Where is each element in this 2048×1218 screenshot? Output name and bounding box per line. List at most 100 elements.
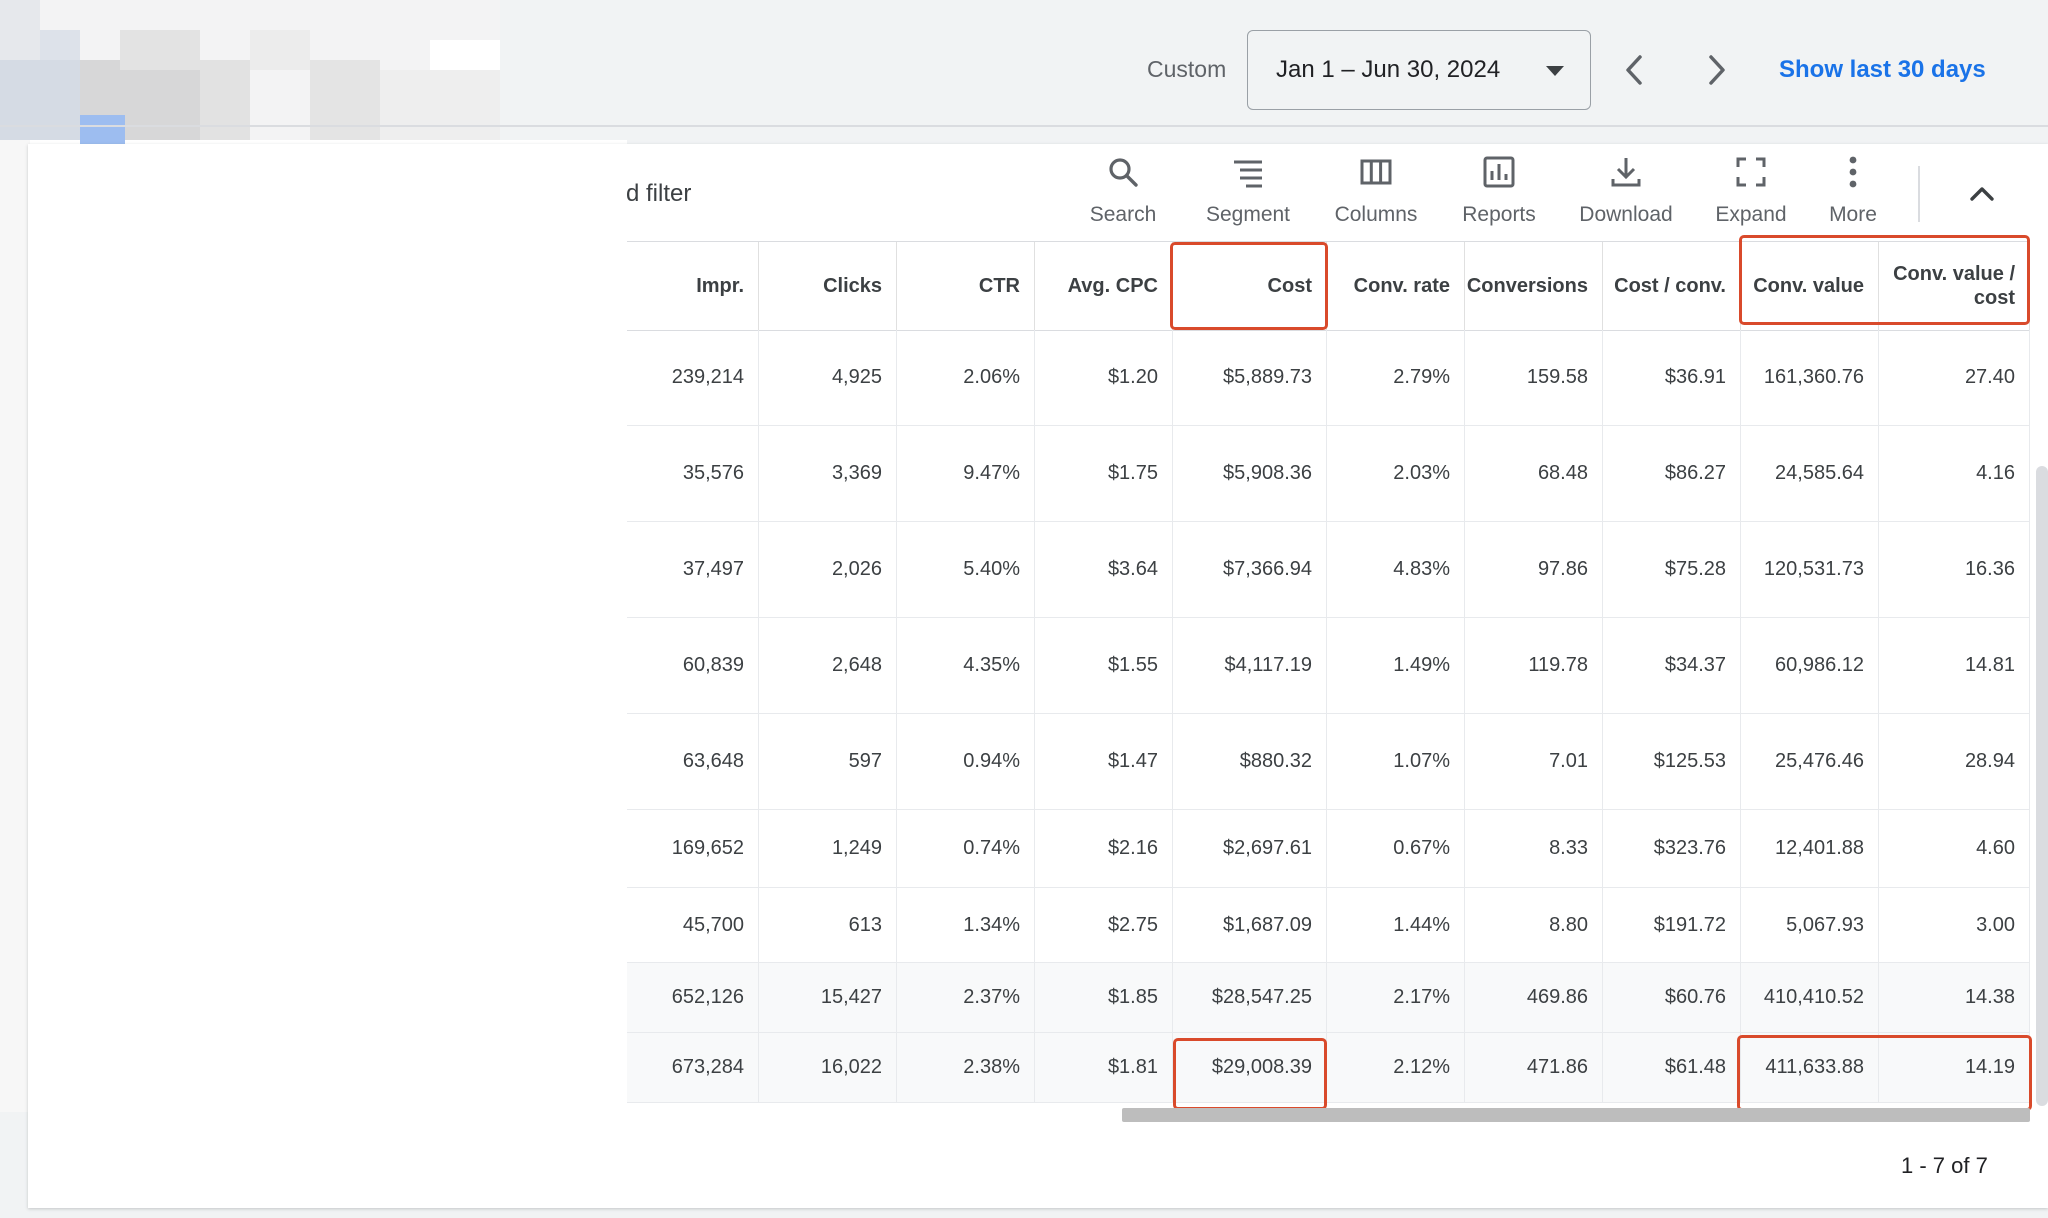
- previous-period-button[interactable]: [1614, 45, 1654, 95]
- search-button[interactable]: Search: [1082, 155, 1164, 235]
- mosaic-block: [120, 30, 200, 70]
- table-cell-avg-cpc: $2.16: [1035, 810, 1173, 887]
- chevron-up-icon: [1970, 187, 1994, 201]
- table-cell-conversions: 119.78: [1465, 618, 1603, 713]
- column-header-conversions[interactable]: Conversions: [1465, 242, 1603, 330]
- fullscreen-icon: [1736, 157, 1766, 187]
- table-cell-impr: 673,284: [627, 1033, 759, 1102]
- table-cell-cost-per-conv: $61.48: [1603, 1033, 1741, 1102]
- mosaic-block: [80, 115, 125, 145]
- table-cell-conversions: 8.33: [1465, 810, 1603, 887]
- table-cell-clicks: 2,648: [759, 618, 897, 713]
- table-cell-impr: 169,652: [627, 810, 759, 887]
- table-row[interactable]: 239,214 4,925 2.06% $1.20 $5,889.73 2.79% 159.…: [627, 330, 2030, 426]
- table-cell-impr: 45,700: [627, 888, 759, 962]
- table-row[interactable]: 60,839 2,648 4.35% $1.55 $4,117.19 1.49% 119.7…: [627, 618, 2030, 714]
- table-cell-conv-rate: 2.17%: [1327, 963, 1465, 1032]
- toolbar-divider: [1918, 166, 1920, 222]
- vertical-scrollbar[interactable]: [2036, 466, 2048, 1106]
- table-cell-avg-cpc: $1.20: [1035, 330, 1173, 425]
- table-cell-ctr: 9.47%: [897, 426, 1035, 521]
- pagination-text: 1 - 7 of 7: [1901, 1153, 1988, 1178]
- table-cell-ctr: 0.74%: [897, 810, 1035, 887]
- download-button[interactable]: Download: [1572, 155, 1680, 235]
- table-cell-conv-rate: 1.07%: [1327, 714, 1465, 809]
- table-cell-cost-per-conv: $191.72: [1603, 888, 1741, 962]
- table-cell-conv-value-per-cost: 16.36: [1879, 522, 2030, 617]
- column-header-cost-per-conv[interactable]: Cost / conv.: [1603, 242, 1741, 330]
- column-header-conv-rate[interactable]: Conv. rate: [1327, 242, 1465, 330]
- table-cell-impr: 35,576: [627, 426, 759, 521]
- download-icon: [1611, 158, 1641, 187]
- table-cell-conv-value: 5,067.93: [1741, 888, 1879, 962]
- table-cell-avg-cpc: $1.55: [1035, 618, 1173, 713]
- column-header-cost[interactable]: Cost: [1173, 242, 1327, 330]
- dropdown-caret-icon: [1546, 66, 1564, 76]
- table-cell-avg-cpc: $2.75: [1035, 888, 1173, 962]
- table-row[interactable]: 45,700 613 1.34% $2.75 $1,687.09 1.44% 8.80 $19…: [627, 888, 2030, 963]
- table-cell-clicks: 597: [759, 714, 897, 809]
- date-range-select[interactable]: Jan 1 – Jun 30, 2024: [1247, 30, 1591, 110]
- horizontal-scrollbar[interactable]: [1122, 1108, 2030, 1122]
- next-period-button[interactable]: [1697, 45, 1737, 95]
- table-cell-ctr: 2.38%: [897, 1033, 1035, 1102]
- columns-label: Columns: [1334, 203, 1418, 226]
- table-cell-conversions: 7.01: [1465, 714, 1603, 809]
- expand-button[interactable]: Expand: [1706, 155, 1796, 235]
- column-header-conv-value-per-cost[interactable]: Conv. value / cost: [1879, 242, 2030, 330]
- table-cell-cost-per-conv: $60.76: [1603, 963, 1741, 1032]
- collapse-button[interactable]: [1962, 176, 2002, 210]
- table-cell-cost-per-conv: $323.76: [1603, 810, 1741, 887]
- table-cell-conv-value: 411,633.88: [1741, 1033, 1879, 1102]
- column-header-avg-cpc[interactable]: Avg. CPC: [1035, 242, 1173, 330]
- table-row[interactable]: 35,576 3,369 9.47% $1.75 $5,908.36 2.03% 68.48…: [627, 426, 2030, 522]
- column-header-clicks[interactable]: Clicks: [759, 242, 897, 330]
- table-cell-cost: $5,889.73: [1173, 330, 1327, 425]
- segment-label: Segment: [1205, 203, 1291, 226]
- table-cell-clicks: 15,427: [759, 963, 897, 1032]
- add-filter-link[interactable]: d filter: [626, 180, 692, 207]
- table-row[interactable]: 169,652 1,249 0.74% $2.16 $2,697.61 0.67% 8.33…: [627, 810, 2030, 888]
- table-cell-conv-rate: 2.79%: [1327, 330, 1465, 425]
- date-range-value: Jan 1 – Jun 30, 2024: [1276, 56, 1501, 83]
- table-cell-conv-value-per-cost: 27.40: [1879, 330, 2030, 425]
- columns-button[interactable]: Columns: [1326, 155, 1426, 235]
- column-header-impr[interactable]: Impr.: [627, 242, 759, 330]
- table-row[interactable]: 63,648 597 0.94% $1.47 $880.32 1.07% 7.01 $125.…: [627, 714, 2030, 810]
- more-label: More: [1829, 203, 1877, 226]
- show-last-30-days-link[interactable]: Show last 30 days: [1779, 56, 1986, 83]
- mosaic-block: [250, 30, 310, 70]
- table-cell-avg-cpc: $1.75: [1035, 426, 1173, 521]
- table-cell-conv-value-per-cost: 14.81: [1879, 618, 2030, 713]
- segment-button[interactable]: Segment: [1196, 155, 1300, 235]
- table-cell-avg-cpc: $3.64: [1035, 522, 1173, 617]
- more-button[interactable]: More: [1812, 155, 1894, 235]
- table-cell-impr: 652,126: [627, 963, 759, 1032]
- total-row: 652,126 15,427 2.37% $1.85 $28,547.25 2.17% 46…: [627, 963, 2030, 1033]
- table-cell-cost: $29,008.39: [1173, 1033, 1327, 1102]
- table-cell-conv-value: 25,476.46: [1741, 714, 1879, 809]
- table-cell-clicks: 3,369: [759, 426, 897, 521]
- table-cell-conv-rate: 2.03%: [1327, 426, 1465, 521]
- table-cell-cost: $1,687.09: [1173, 888, 1327, 962]
- reports-button[interactable]: Reports: [1452, 155, 1546, 235]
- table-cell-conversions: 8.80: [1465, 888, 1603, 962]
- reports-label: Reports: [1462, 203, 1536, 226]
- table-cell-conv-rate: 1.49%: [1327, 618, 1465, 713]
- mosaic-block: [0, 140, 30, 1112]
- column-header-ctr[interactable]: CTR: [897, 242, 1035, 330]
- table-cell-ctr: 5.40%: [897, 522, 1035, 617]
- table-cell-avg-cpc: $1.81: [1035, 1033, 1173, 1102]
- table-cell-conv-rate: 4.83%: [1327, 522, 1465, 617]
- table-cell-cost-per-conv: $86.27: [1603, 426, 1741, 521]
- table-cell-conv-value: 410,410.52: [1741, 963, 1879, 1032]
- download-label: Download: [1579, 203, 1673, 226]
- mosaic-block: [500, 0, 627, 145]
- column-header-conv-value[interactable]: Conv. value: [1741, 242, 1879, 330]
- table-cell-conv-value: 24,585.64: [1741, 426, 1879, 521]
- search-label: Search: [1089, 203, 1157, 226]
- table-cell-conversions: 471.86: [1465, 1033, 1603, 1102]
- table-row[interactable]: 37,497 2,026 5.40% $3.64 $7,366.94 4.83% 97.86…: [627, 522, 2030, 618]
- table-cell-clicks: 1,249: [759, 810, 897, 887]
- search-icon: [1109, 158, 1138, 187]
